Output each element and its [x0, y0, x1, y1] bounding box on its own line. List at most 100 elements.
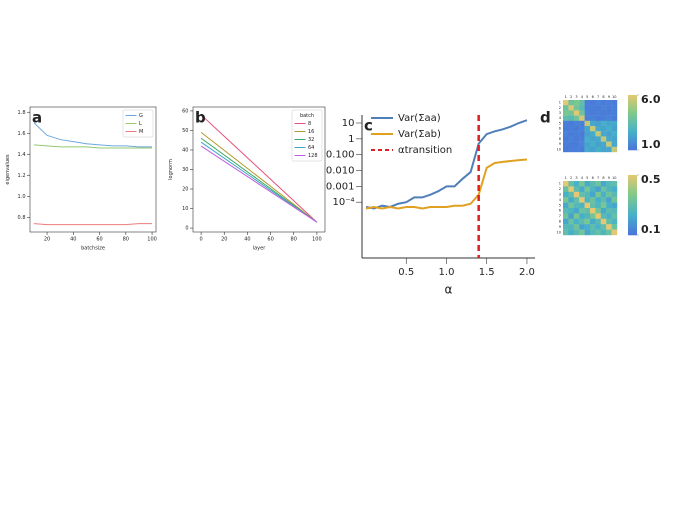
y-tick-label: 30 — [182, 167, 188, 173]
colorbar-slice — [628, 201, 637, 204]
legend-label: αtransition — [398, 145, 452, 156]
heatmap-cell — [568, 181, 574, 187]
heatmap-cell — [584, 105, 591, 111]
colorbar-slice — [628, 102, 637, 105]
colorbar-slice — [628, 219, 637, 222]
heatmap-cell — [600, 208, 607, 214]
heatmap-cell — [568, 115, 574, 121]
heatmap-cell — [584, 141, 591, 147]
y-tick-label: 8 — [559, 137, 561, 141]
legend-box — [122, 109, 154, 138]
colorbar-slice — [628, 95, 637, 98]
colorbar-slice — [628, 148, 637, 151]
heatmap-cell — [611, 141, 618, 147]
heatmap-cell — [563, 186, 569, 192]
heatmap-cell — [579, 218, 585, 225]
heatmap-cell — [606, 213, 612, 219]
heatmap-cell — [590, 131, 596, 137]
heatmap-cell — [595, 213, 601, 219]
heatmap-cell — [568, 224, 574, 230]
heatmap-cell — [611, 218, 618, 225]
heatmap-cell — [590, 110, 596, 116]
heatmap-cell — [606, 115, 612, 121]
heatmap-cell — [611, 110, 618, 116]
heatmap-cell — [584, 224, 591, 230]
heatmap-cell — [584, 115, 591, 121]
heatmap-cell — [600, 146, 607, 153]
heatmap-cell — [579, 213, 585, 219]
heatmap-cell — [568, 208, 574, 214]
heatmap-cell — [563, 229, 569, 236]
heatmap-cell — [600, 100, 607, 106]
x-axis-label: batchsize — [81, 246, 105, 252]
heatmap-cell — [611, 105, 618, 111]
x-axis-label: layer — [253, 246, 266, 252]
y-tick-label: 2 — [559, 187, 561, 191]
colorbar-slice — [628, 223, 637, 226]
heatmap-cell — [595, 218, 601, 225]
colorbar-slice — [628, 144, 637, 147]
legend-label: 32 — [308, 137, 314, 143]
y-tick-label: 3 — [559, 111, 561, 115]
heatmap-cell — [579, 120, 585, 127]
heatmap-cell — [584, 181, 591, 187]
y-tick-label: 1.8 — [18, 110, 26, 116]
legend-label: 16 — [308, 129, 314, 135]
x-tick-label: 6 — [592, 176, 594, 180]
colorbar-slice — [628, 111, 637, 114]
y-tick-label: 6 — [559, 127, 561, 131]
x-tick-label: 3 — [575, 95, 577, 99]
x-tick-label: 9 — [608, 176, 610, 180]
legend-label: M — [139, 129, 143, 135]
heatmap-cell — [600, 224, 607, 230]
x-tick-label: 2 — [570, 176, 572, 180]
heatmap-cell — [595, 120, 601, 127]
x-tick-label: 1.0 — [439, 267, 455, 278]
heatmap-cell — [579, 229, 585, 236]
x-tick-label: 10 — [612, 176, 616, 180]
heatmap-cell — [611, 229, 618, 236]
heatmap-cell — [563, 136, 569, 142]
heatmap-cell — [600, 131, 607, 137]
heatmap-cell — [595, 110, 601, 116]
heatmap-cell — [600, 218, 607, 225]
heatmap-cell — [579, 110, 585, 116]
heatmap-cell — [600, 186, 607, 192]
colorbar-slice — [628, 129, 637, 132]
heatmap-cell — [584, 218, 591, 225]
x-tick-label: 1.5 — [479, 267, 495, 278]
heatmap-cell — [611, 120, 618, 127]
colorbar-slice — [628, 229, 637, 232]
x-tick-label: 40 — [70, 237, 76, 243]
colorbar-slice — [628, 104, 637, 107]
colorbar-slice — [628, 109, 637, 112]
colorbar-slice — [628, 231, 637, 234]
heatmap-cell — [590, 136, 596, 142]
heatmap-cell — [595, 181, 601, 187]
series-line — [200, 145, 318, 223]
heatmap-cell — [611, 186, 618, 192]
series-line — [33, 223, 153, 226]
heatmap-cell — [606, 146, 612, 153]
y-tick-label: 9 — [559, 225, 561, 229]
heatmap-cell — [590, 218, 596, 225]
colorbar-slice — [628, 177, 637, 180]
colorbar-slice — [628, 209, 637, 212]
heatmap-cell — [606, 110, 612, 116]
colorbar-slice — [628, 197, 637, 200]
legend-box — [291, 109, 323, 162]
colorbar-slice — [628, 142, 637, 145]
heatmap-cell — [600, 120, 607, 127]
y-tick-label: 0.100 — [326, 150, 355, 161]
heatmap-cell — [595, 136, 601, 142]
colorbar-label: 0.1 — [641, 223, 661, 236]
x-tick-label: 20 — [221, 237, 227, 243]
y-tick-label: 8 — [559, 220, 561, 224]
colorbar-slice — [628, 113, 637, 116]
colorbar-slice — [628, 98, 637, 101]
x-tick-label: 0 — [200, 237, 203, 243]
colorbar-slice — [628, 140, 637, 143]
x-tick-label: 1 — [565, 95, 567, 99]
heatmap-cell — [579, 186, 585, 192]
